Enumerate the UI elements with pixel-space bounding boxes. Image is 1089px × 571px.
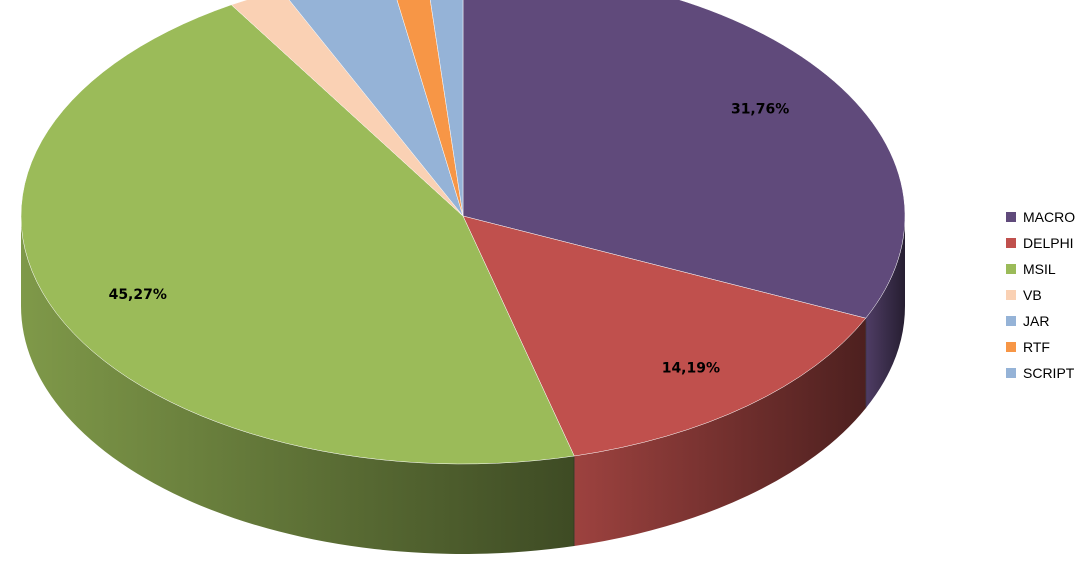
legend-item-script: SCRIPT <box>1006 360 1075 386</box>
pie-slice-macro <box>462 0 906 319</box>
pie-slice-rtf <box>396 0 464 217</box>
pie-top-layer <box>20 0 906 465</box>
legend-label: MSIL <box>1023 261 1056 277</box>
pie-slice-delphi <box>462 215 867 457</box>
legend-item-macro: MACRO <box>1006 204 1075 230</box>
pie-depth-layer <box>21 216 905 554</box>
legend-label: VB <box>1023 287 1042 303</box>
legend-item-msil: MSIL <box>1006 256 1075 282</box>
legend-label: RTF <box>1023 339 1050 355</box>
legend-item-vb: VB <box>1006 282 1075 308</box>
legend-swatch <box>1006 342 1016 352</box>
legend-swatch <box>1006 238 1016 248</box>
pie-side-msil <box>21 216 575 554</box>
legend-item-delphi: DELPHI <box>1006 230 1075 256</box>
legend-label: MACRO <box>1023 209 1076 225</box>
pie-slice-script <box>430 0 464 217</box>
data-label-msil: 45,27% <box>109 287 167 303</box>
legend-swatch <box>1006 316 1016 326</box>
legend: MACRO DELPHI MSIL VB JAR RTF SCRIPT <box>1006 204 1075 386</box>
pie-side-delphi <box>574 318 866 547</box>
legend-item-jar: JAR <box>1006 308 1075 334</box>
legend-swatch <box>1006 264 1016 274</box>
data-label-delphi: 14,19% <box>662 361 720 377</box>
legend-swatch <box>1006 290 1016 300</box>
legend-label: DELPHI <box>1023 235 1074 251</box>
legend-label: SCRIPT <box>1023 365 1075 381</box>
pie-slice-msil <box>20 4 575 465</box>
legend-label: JAR <box>1023 313 1050 329</box>
pie-slice-vb <box>230 0 464 217</box>
data-label-macro: 31,76% <box>731 101 789 117</box>
data-labels: 31,76%14,19%45,27%2,03%4,05%1,35%1,35% <box>109 101 790 377</box>
legend-swatch <box>1006 368 1016 378</box>
pie-slice-jar <box>288 0 464 217</box>
pie-side-macro <box>865 216 905 409</box>
legend-swatch <box>1006 212 1016 222</box>
legend-item-rtf: RTF <box>1006 334 1075 360</box>
